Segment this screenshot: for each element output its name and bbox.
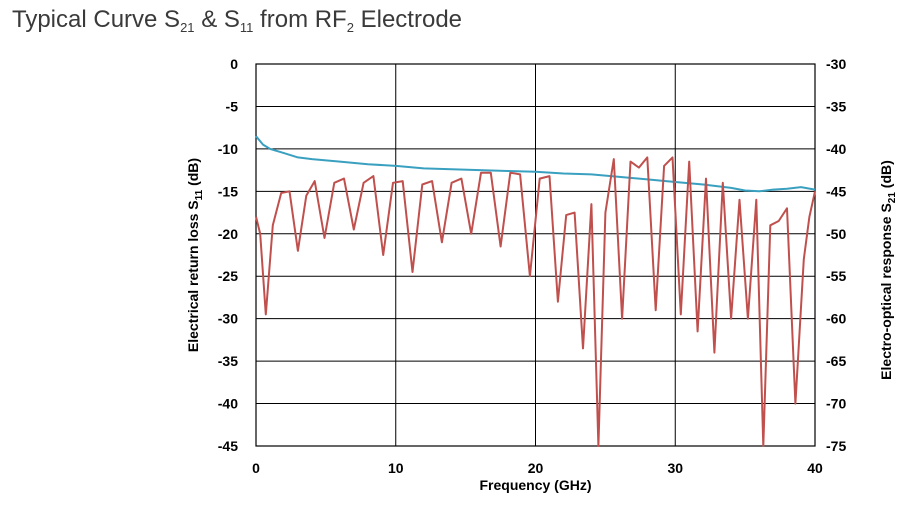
y-left-tick-label: -10	[218, 141, 238, 157]
x-tick-label: 0	[252, 460, 260, 476]
y-right-tick-label: -70	[826, 396, 846, 412]
y-left-tick-label: -5	[226, 98, 239, 114]
y-left-tick-label: -25	[218, 268, 238, 284]
chart-title: Typical Curve S21 & S11 from RF2 Electro…	[12, 6, 463, 35]
y-right-tick-label: -50	[826, 226, 846, 242]
y-right-tick-label: -40	[826, 141, 846, 157]
x-tick-label: 10	[388, 460, 404, 476]
y-right-tick-label: -45	[826, 183, 846, 199]
y-right-tick-label: -35	[826, 98, 846, 114]
x-axis-label: Frequency (GHz)	[479, 477, 591, 493]
y-left-tick-labels: 0 -5 -10 -15 -20 -25 -30 -35 -40 -45	[218, 56, 238, 454]
y-left-tick-label: -40	[218, 396, 238, 412]
series-lines	[255, 135, 816, 447]
y-right-tick-label: -30	[826, 56, 846, 72]
y-right-tick-label: -55	[826, 268, 846, 284]
y-left-tick-label: -45	[218, 438, 238, 454]
y-right-tick-label: -65	[826, 353, 846, 369]
y-left-tick-label: -30	[218, 311, 238, 327]
x-tick-label: 30	[667, 460, 683, 476]
y-right-tick-labels: -30 -35 -40 -45 -50 -55 -60 -65 -70 -75	[826, 56, 846, 454]
y-left-axis-label: Electrical return loss S11 (dB)	[185, 158, 205, 352]
y-left-tick-label: 0	[230, 56, 238, 72]
series-s21-line	[255, 135, 816, 193]
y-left-tick-label: -20	[218, 226, 238, 242]
y-left-tick-label: -15	[218, 183, 238, 199]
y-right-tick-label: -60	[826, 311, 846, 327]
y-right-axis-label: Electro-optical response S21 (dB)	[878, 160, 898, 380]
series-s11-line	[255, 156, 816, 447]
x-tick-labels: 0 10 20 30 40	[252, 460, 823, 476]
x-tick-label: 40	[807, 460, 823, 476]
y-left-tick-label: -35	[218, 353, 238, 369]
y-right-tick-label: -75	[826, 438, 846, 454]
x-tick-label: 20	[528, 460, 544, 476]
